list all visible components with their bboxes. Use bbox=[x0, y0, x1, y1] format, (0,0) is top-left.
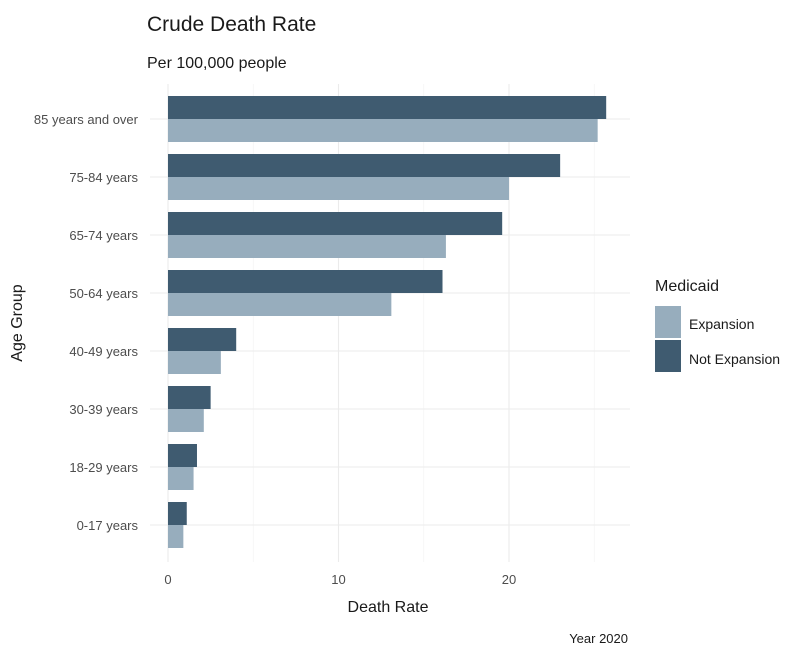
bar-expansion-50-64-years bbox=[168, 293, 392, 316]
y-axis-title: Age Group bbox=[9, 284, 26, 361]
y-tick-label: 0-17 years bbox=[77, 518, 139, 533]
bar-not-expansion-85-years-and-over bbox=[168, 96, 607, 119]
chart-caption: Year 2020 bbox=[569, 631, 628, 646]
y-tick-label: 50-64 years bbox=[69, 286, 138, 301]
legend-title: Medicaid bbox=[655, 278, 719, 295]
chart-subtitle: Per 100,000 people bbox=[147, 55, 287, 72]
bar-not-expansion-30-39-years bbox=[168, 386, 211, 409]
legend-label-not-expansion: Not Expansion bbox=[689, 351, 780, 367]
y-tick-label: 18-29 years bbox=[69, 460, 138, 475]
x-tick-label: 10 bbox=[331, 572, 345, 587]
bar-expansion-65-74-years bbox=[168, 235, 446, 258]
bar-not-expansion-75-84-years bbox=[168, 154, 561, 177]
y-tick-label: 30-39 years bbox=[69, 402, 138, 417]
bar-not-expansion-50-64-years bbox=[168, 270, 443, 293]
bar-expansion-30-39-years bbox=[168, 409, 204, 432]
x-tick-labels: 0 10 20 bbox=[164, 572, 516, 587]
y-tick-label: 40-49 years bbox=[69, 344, 138, 359]
x-axis-title: Death Rate bbox=[348, 599, 429, 616]
bar-expansion-85-years-and-over bbox=[168, 119, 598, 142]
legend-swatch-not-expansion bbox=[655, 340, 681, 372]
bars bbox=[168, 96, 607, 548]
bar-not-expansion-0-17-years bbox=[168, 502, 187, 525]
bar-not-expansion-40-49-years bbox=[168, 328, 237, 351]
bar-expansion-40-49-years bbox=[168, 351, 221, 374]
y-tick-label: 65-74 years bbox=[69, 228, 138, 243]
legend-label-expansion: Expansion bbox=[689, 316, 754, 332]
legend: Medicaid Expansion Not Expansion bbox=[655, 278, 780, 372]
x-tick-label: 20 bbox=[502, 572, 516, 587]
y-tick-labels: 85 years and over 75-84 years 65-74 years 5… bbox=[34, 112, 139, 533]
chart-title: Crude Death Rate bbox=[147, 13, 316, 36]
bar-not-expansion-18-29-years bbox=[168, 444, 197, 467]
y-tick-label: 85 years and over bbox=[34, 112, 139, 127]
bar-expansion-0-17-years bbox=[168, 525, 184, 548]
x-tick-label: 0 bbox=[164, 572, 171, 587]
y-tick-label: 75-84 years bbox=[69, 170, 138, 185]
bar-expansion-75-84-years bbox=[168, 177, 509, 200]
bar-not-expansion-65-74-years bbox=[168, 212, 503, 235]
bar-expansion-18-29-years bbox=[168, 467, 194, 490]
legend-swatch-expansion bbox=[655, 306, 681, 338]
